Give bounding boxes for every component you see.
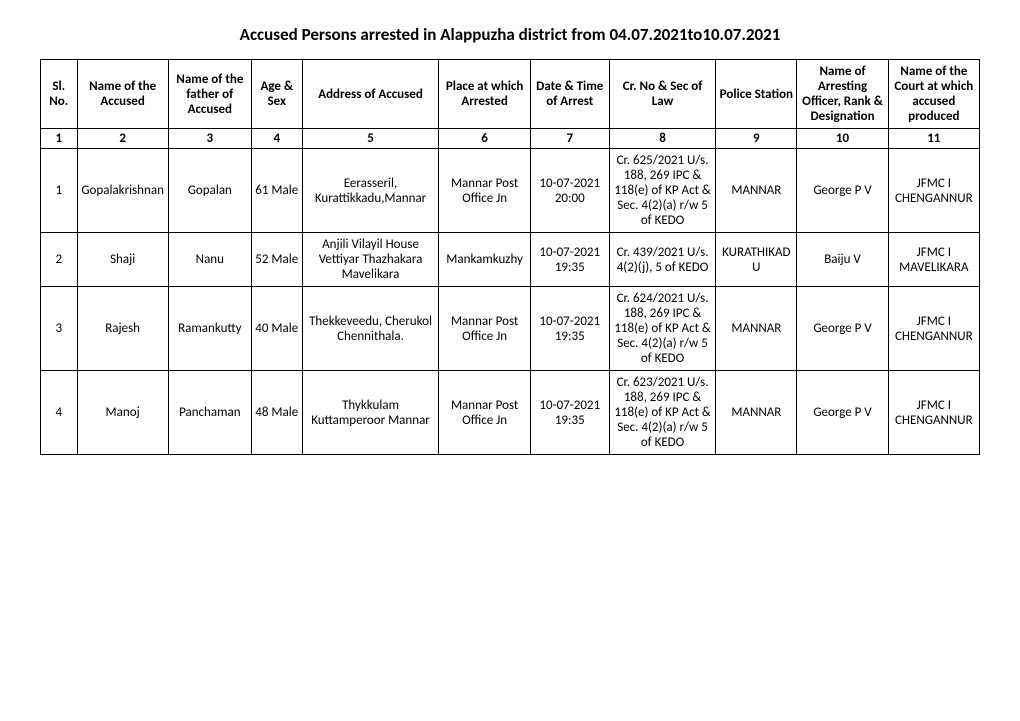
colnum: 10 <box>797 129 888 149</box>
cell-father: Ramankutty <box>168 287 251 371</box>
col-crsec: Cr. No & Sec of Law <box>609 60 715 129</box>
cell-station: KURATHIKADU <box>716 233 797 287</box>
cell-address: Anjili Vilayil House Vettiyar Thazhakara… <box>302 233 439 287</box>
cell-station: MANNAR <box>716 149 797 233</box>
colnum: 1 <box>41 129 78 149</box>
cell-court: JFMC I CHENGANNUR <box>888 371 979 455</box>
cell-officer: George P V <box>797 287 888 371</box>
cell-age-sex: 52 Male <box>251 233 302 287</box>
cell-crsec: Cr. 623/2021 U/s. 188, 269 IPC & 118(e) … <box>609 371 715 455</box>
col-age-sex: Age & Sex <box>251 60 302 129</box>
cell-age-sex: 48 Male <box>251 371 302 455</box>
arrests-table: Sl. No. Name of the Accused Name of the … <box>40 59 980 455</box>
cell-station: MANNAR <box>716 371 797 455</box>
table-row: 3 Rajesh Ramankutty 40 Male Thekkeveedu,… <box>41 287 980 371</box>
colnum: 8 <box>609 129 715 149</box>
table-row: 1 Gopalakrishnan Gopalan 61 Male Eerasse… <box>41 149 980 233</box>
col-sl: Sl. No. <box>41 60 78 129</box>
cell-sl: 1 <box>41 149 78 233</box>
page-title: Accused Persons arrested in Alappuzha di… <box>40 24 980 45</box>
cell-place: Mannar Post Office Jn <box>439 371 530 455</box>
cell-address: Thekkeveedu, Cherukol Chennithala. <box>302 287 439 371</box>
cell-name: Shaji <box>77 233 168 287</box>
cell-datetime: 10-07-2021 19:35 <box>530 233 609 287</box>
cell-father: Nanu <box>168 233 251 287</box>
col-court: Name of the Court at which accused produ… <box>888 60 979 129</box>
cell-address: Eerasseril, Kurattikkadu,Mannar <box>302 149 439 233</box>
col-officer: Name of Arresting Officer, Rank & Design… <box>797 60 888 129</box>
colnum: 11 <box>888 129 979 149</box>
cell-sl: 3 <box>41 287 78 371</box>
col-name: Name of the Accused <box>77 60 168 129</box>
table-number-row: 1 2 3 4 5 6 7 8 9 10 11 <box>41 129 980 149</box>
col-address: Address of Accused <box>302 60 439 129</box>
cell-officer: George P V <box>797 371 888 455</box>
col-datetime: Date & Time of Arrest <box>530 60 609 129</box>
cell-crsec: Cr. 439/2021 U/s. 4(2)(j), 5 of KEDO <box>609 233 715 287</box>
col-place: Place at which Arrested <box>439 60 530 129</box>
cell-place: Mankamkuzhy <box>439 233 530 287</box>
colnum: 4 <box>251 129 302 149</box>
cell-officer: George P V <box>797 149 888 233</box>
cell-name: Manoj <box>77 371 168 455</box>
cell-address: Thykkulam Kuttamperoor Mannar <box>302 371 439 455</box>
cell-court: JFMC I CHENGANNUR <box>888 287 979 371</box>
table-header-row: Sl. No. Name of the Accused Name of the … <box>41 60 980 129</box>
col-father: Name of the father of Accused <box>168 60 251 129</box>
cell-place: Mannar Post Office Jn <box>439 287 530 371</box>
colnum: 6 <box>439 129 530 149</box>
cell-place: Mannar Post Office Jn <box>439 149 530 233</box>
cell-age-sex: 61 Male <box>251 149 302 233</box>
cell-age-sex: 40 Male <box>251 287 302 371</box>
cell-datetime: 10-07-2021 19:35 <box>530 287 609 371</box>
colnum: 9 <box>716 129 797 149</box>
cell-datetime: 10-07-2021 19:35 <box>530 371 609 455</box>
cell-name: Rajesh <box>77 287 168 371</box>
colnum: 2 <box>77 129 168 149</box>
colnum: 3 <box>168 129 251 149</box>
colnum: 7 <box>530 129 609 149</box>
cell-datetime: 10-07-2021 20:00 <box>530 149 609 233</box>
cell-crsec: Cr. 625/2021 U/s. 188, 269 IPC & 118(e) … <box>609 149 715 233</box>
col-station: Police Station <box>716 60 797 129</box>
cell-crsec: Cr. 624/2021 U/s. 188, 269 IPC & 118(e) … <box>609 287 715 371</box>
table-row: 2 Shaji Nanu 52 Male Anjili Vilayil Hous… <box>41 233 980 287</box>
cell-court: JFMC I CHENGANNUR <box>888 149 979 233</box>
cell-sl: 2 <box>41 233 78 287</box>
cell-sl: 4 <box>41 371 78 455</box>
cell-court: JFMC I MAVELIKARA <box>888 233 979 287</box>
cell-father: Panchaman <box>168 371 251 455</box>
cell-officer: Baiju V <box>797 233 888 287</box>
cell-father: Gopalan <box>168 149 251 233</box>
table-row: 4 Manoj Panchaman 48 Male Thykkulam Kutt… <box>41 371 980 455</box>
cell-station: MANNAR <box>716 287 797 371</box>
cell-name: Gopalakrishnan <box>77 149 168 233</box>
colnum: 5 <box>302 129 439 149</box>
